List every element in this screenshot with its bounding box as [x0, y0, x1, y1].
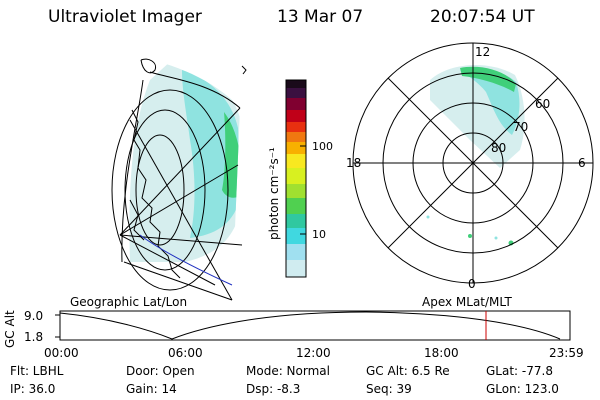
gc-alt-info: GC Alt: 6.5 Re: [366, 364, 450, 378]
mlt-label-6: 6: [578, 156, 586, 170]
glat-info: GLat: -77.8: [486, 364, 553, 378]
dsp-info: Dsp: -8.3: [246, 382, 301, 396]
colorbar-tick-10: 10: [312, 228, 326, 241]
timeline-xtick-1800: 18:00: [424, 346, 459, 360]
colorbar: [285, 79, 307, 278]
glon-info: GLon: 123.0: [486, 382, 559, 396]
instrument-title: Ultraviolet Imager: [48, 7, 202, 27]
polar-aurora-image: [426, 64, 525, 246]
polar-map: [352, 42, 594, 284]
mlt-label-12: 12: [475, 45, 491, 59]
timeline-xtick-2359: 23:59: [549, 346, 584, 360]
altitude-timeline: [55, 310, 571, 341]
geographic-panel-label: Geographic Lat/Lon: [70, 295, 188, 309]
gain-info: Gain: 14: [126, 382, 177, 396]
mode-info: Mode: Normal: [246, 364, 330, 378]
timeline-ytick-1.8: 1.8: [24, 330, 44, 344]
colorbar-tick-100: 100: [312, 140, 333, 153]
geographic-aurora-image: [129, 60, 240, 262]
mlt-label-0: 0: [468, 277, 476, 291]
date-label: 13 Mar 07: [277, 7, 364, 27]
ip-info: IP: 36.0: [10, 382, 56, 396]
timeline-xtick-0600: 06:00: [168, 346, 203, 360]
colorbar-unit-label: photon cm⁻²s⁻¹: [267, 147, 281, 240]
timeline-xtick-1200: 12:00: [296, 346, 331, 360]
apex-panel-label: Apex MLat/MLT: [422, 295, 512, 309]
filter-info: Flt: LBHL: [10, 364, 64, 378]
timeline-ylabel: GC Alt: [3, 310, 17, 348]
seq-info: Seq: 39: [366, 382, 412, 396]
timeline-ytick-9: 9.0: [24, 309, 44, 323]
door-info: Door: Open: [126, 364, 195, 378]
timeline-xtick-0000: 00:00: [44, 346, 79, 360]
geographic-map: [111, 58, 247, 301]
mlt-label-18: 18: [346, 156, 362, 170]
mlat-label-80: 80: [491, 141, 507, 155]
time-label: 20:07:54 UT: [430, 7, 535, 27]
mlat-label-60: 60: [535, 97, 551, 111]
mlat-label-70: 70: [513, 120, 529, 134]
